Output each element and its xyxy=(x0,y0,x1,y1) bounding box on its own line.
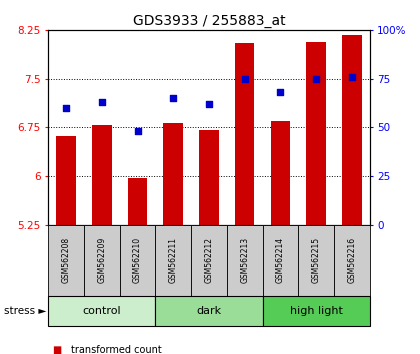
Bar xyxy=(298,225,334,296)
Text: GSM562211: GSM562211 xyxy=(169,237,178,283)
Text: GSM562209: GSM562209 xyxy=(97,237,106,283)
Bar xyxy=(92,125,112,225)
Text: transformed count: transformed count xyxy=(71,346,162,354)
Text: GSM562212: GSM562212 xyxy=(205,237,213,283)
Bar xyxy=(334,225,370,296)
Bar xyxy=(155,296,262,326)
Bar xyxy=(128,178,147,225)
Point xyxy=(312,76,319,81)
Bar xyxy=(155,225,191,296)
Text: GSM562214: GSM562214 xyxy=(276,237,285,283)
Point xyxy=(277,90,284,95)
Point xyxy=(63,105,70,111)
Bar xyxy=(306,42,326,225)
Point xyxy=(206,101,212,107)
Bar xyxy=(163,123,183,225)
Title: GDS3933 / 255883_at: GDS3933 / 255883_at xyxy=(133,14,285,28)
Bar xyxy=(270,121,290,225)
Point xyxy=(134,129,141,134)
Bar xyxy=(262,225,298,296)
Bar xyxy=(191,225,227,296)
Point xyxy=(98,99,105,105)
Point xyxy=(170,95,177,101)
Bar xyxy=(235,43,255,225)
Text: GSM562213: GSM562213 xyxy=(240,237,249,283)
Text: GSM562215: GSM562215 xyxy=(312,237,320,283)
Bar xyxy=(199,130,219,225)
Text: stress ►: stress ► xyxy=(4,306,46,316)
Bar xyxy=(342,35,362,225)
Bar xyxy=(56,136,76,225)
Point xyxy=(241,76,248,81)
Text: ■: ■ xyxy=(52,346,62,354)
Bar xyxy=(227,225,262,296)
Bar xyxy=(48,296,155,326)
Bar xyxy=(120,225,155,296)
Text: GSM562208: GSM562208 xyxy=(62,237,71,283)
Text: GSM562210: GSM562210 xyxy=(133,237,142,283)
Text: high light: high light xyxy=(290,306,342,316)
Bar xyxy=(262,296,370,326)
Text: control: control xyxy=(83,306,121,316)
Bar xyxy=(48,225,84,296)
Text: dark: dark xyxy=(197,306,221,316)
Text: GSM562216: GSM562216 xyxy=(347,237,356,283)
Bar xyxy=(84,225,120,296)
Point xyxy=(349,74,355,80)
